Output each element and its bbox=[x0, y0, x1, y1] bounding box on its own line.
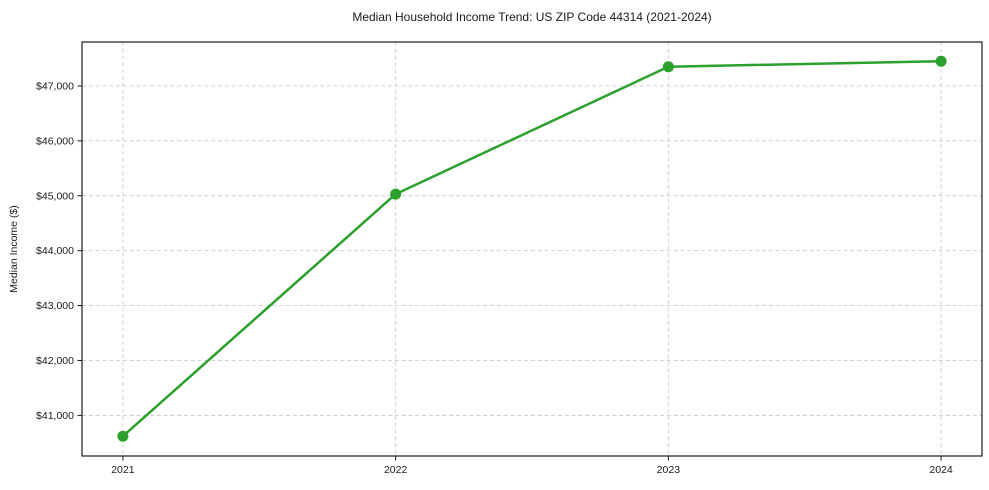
y-tick-label: $44,000 bbox=[36, 245, 74, 257]
tick-label-layer: $41,000 $42,000 $43,000 $44,000 $45,000 $46,0… bbox=[36, 81, 953, 476]
y-tick-label: $47,000 bbox=[36, 81, 74, 93]
data-line bbox=[121, 59, 943, 438]
y-axis-label: Median Income ($) bbox=[8, 205, 20, 293]
x-tick-label: 2023 bbox=[657, 464, 681, 476]
x-tick-label: 2021 bbox=[111, 464, 135, 476]
grid-layer bbox=[82, 42, 982, 456]
series-layer bbox=[117, 55, 947, 442]
tick-layer bbox=[77, 85, 942, 461]
y-tick-label: $43,000 bbox=[36, 300, 74, 312]
plot-border bbox=[81, 41, 983, 457]
data-point bbox=[390, 188, 402, 200]
data-point bbox=[117, 430, 129, 442]
data-point bbox=[935, 55, 947, 67]
y-tick-label: $45,000 bbox=[36, 190, 74, 202]
y-tick-label: $42,000 bbox=[36, 355, 74, 367]
y-tick-label: $41,000 bbox=[36, 410, 74, 422]
y-tick-label: $46,000 bbox=[36, 135, 74, 147]
data-point bbox=[662, 61, 674, 73]
x-tick-label: 2024 bbox=[929, 464, 953, 476]
chart-title: Median Household Income Trend: US ZIP Co… bbox=[352, 10, 711, 24]
x-tick-label: 2022 bbox=[384, 464, 408, 476]
